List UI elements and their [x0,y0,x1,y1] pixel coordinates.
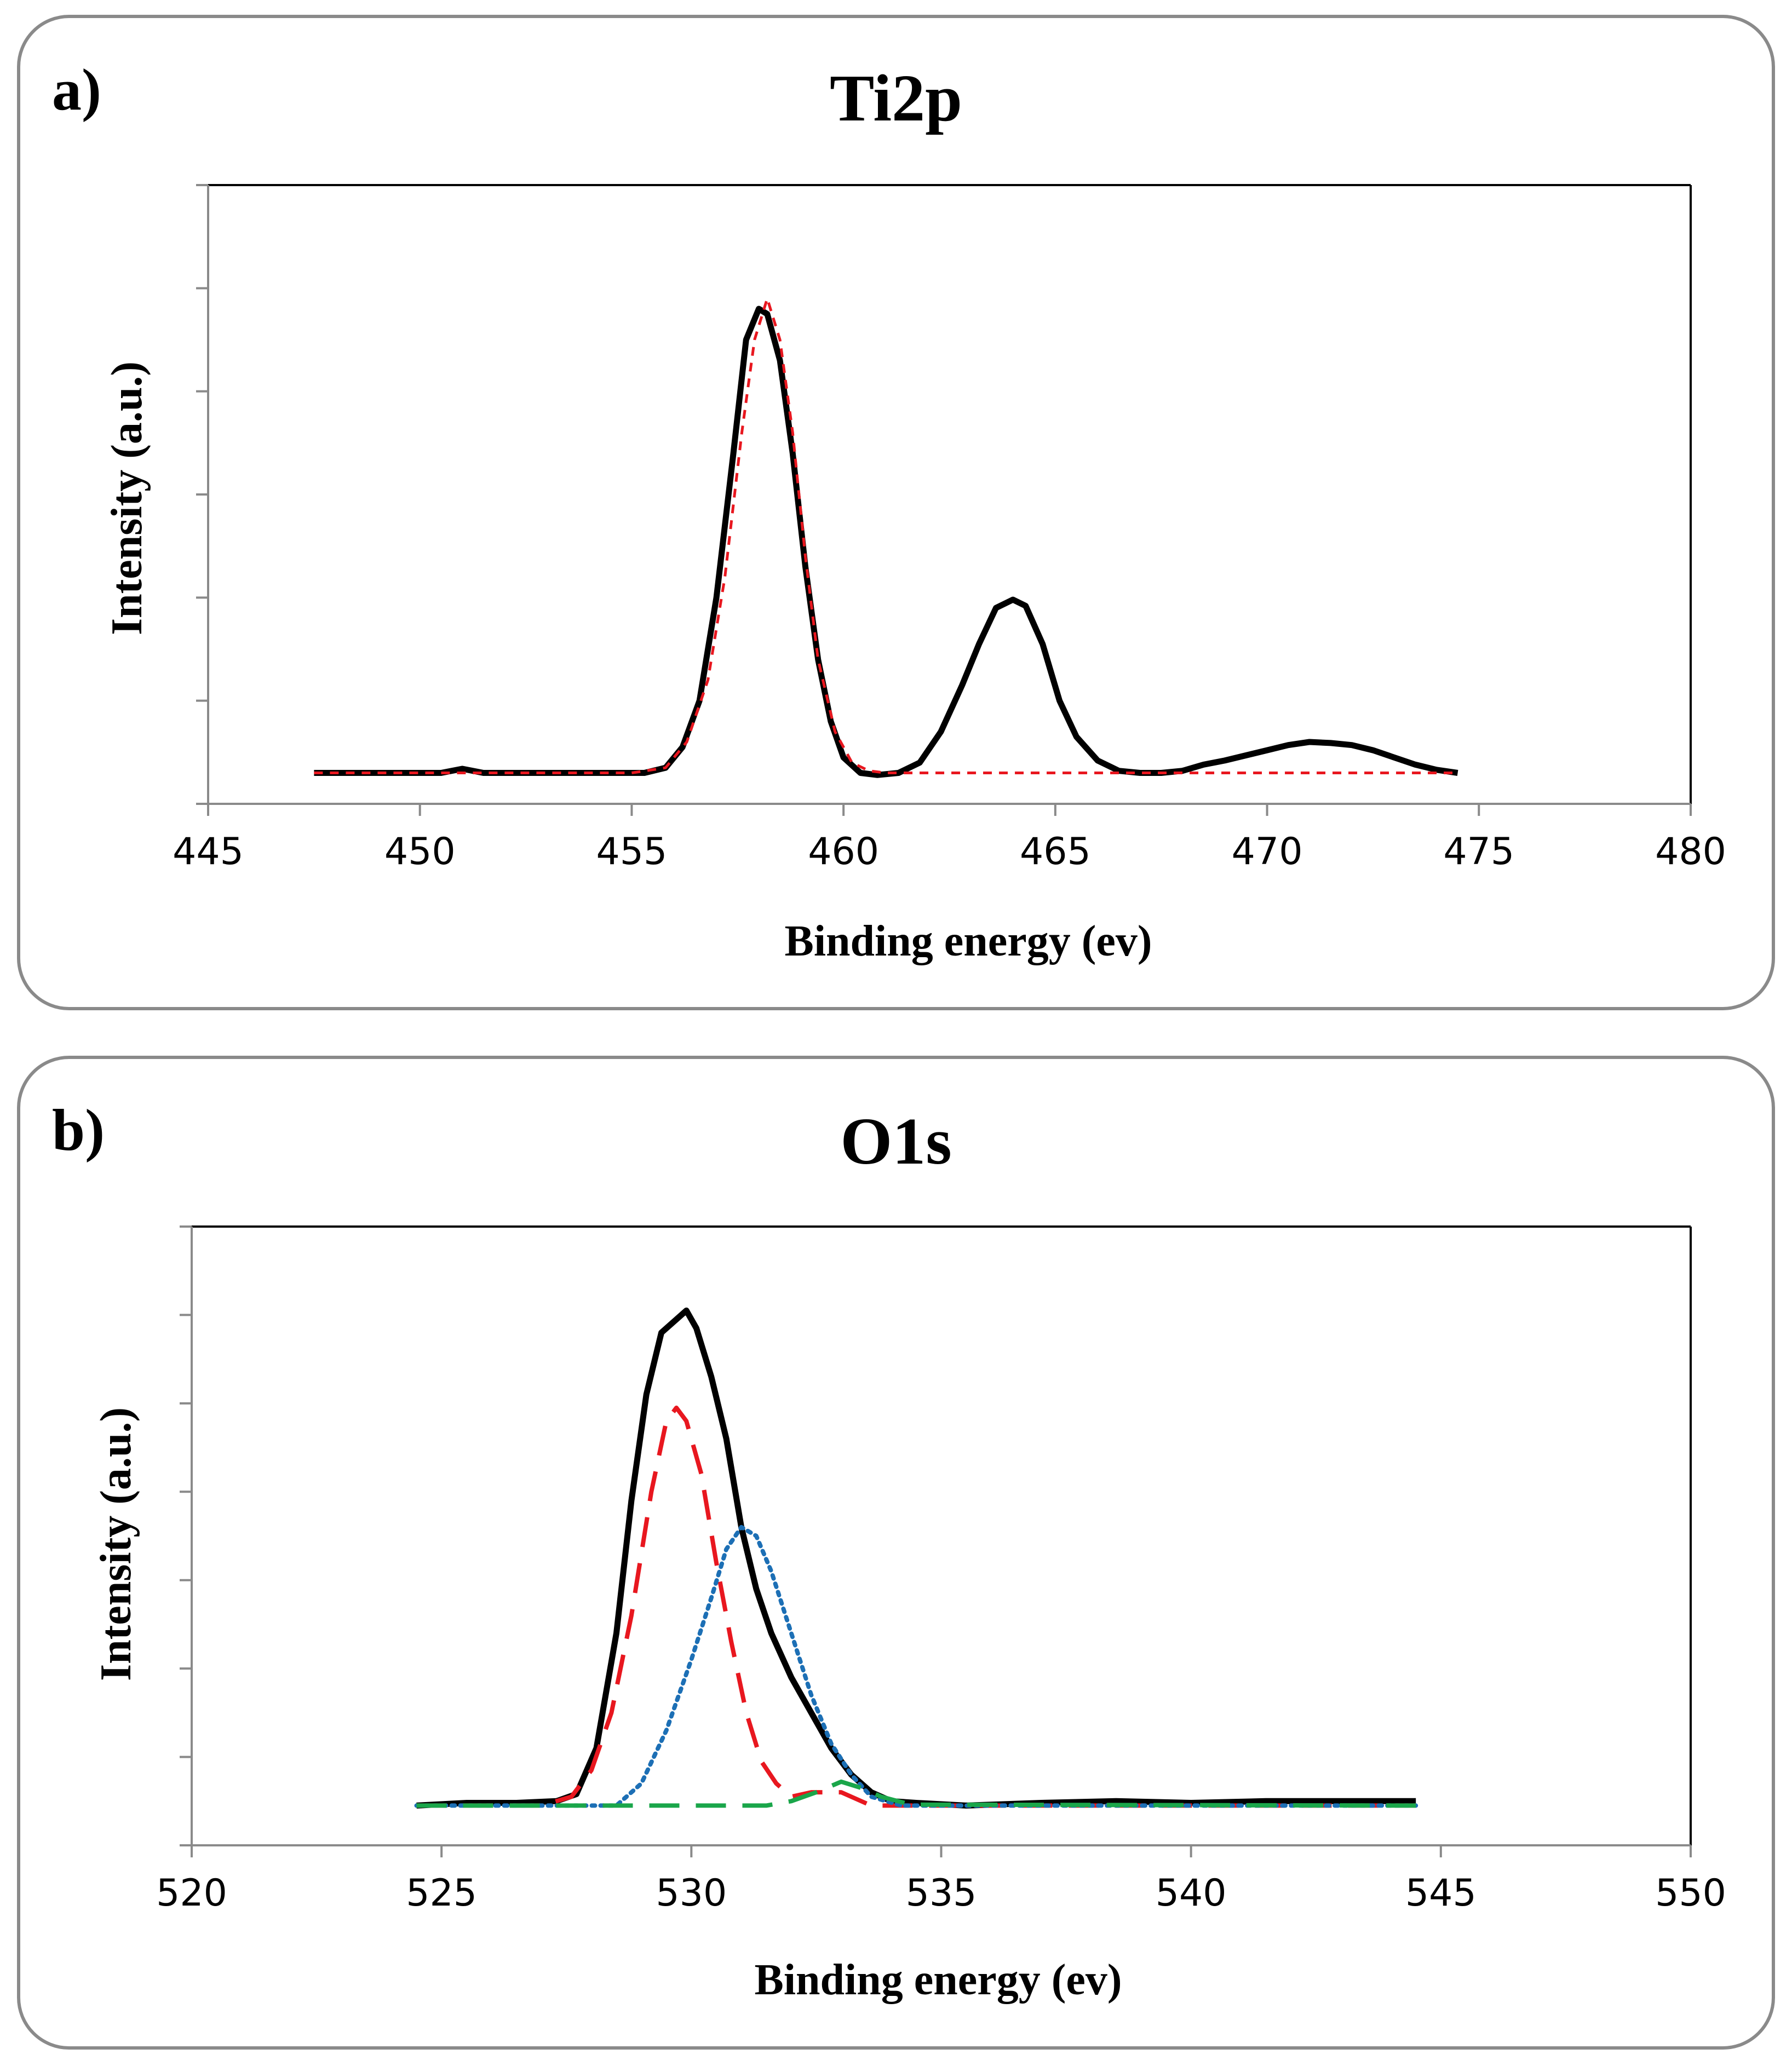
chart-title-ti2p: Ti2p [830,61,962,135]
x-tick-label: 460 [808,830,879,873]
panel-a [17,15,1775,1010]
series-line-o1s-0 [416,1307,1416,1809]
x-tick-label: 465 [1020,830,1091,873]
x-tick-label: 455 [596,830,668,873]
x-tick-label: 445 [173,830,244,873]
series-line-o1s-2 [414,1524,1418,1808]
series-line-o1s-1 [416,1405,1416,1808]
x-tick-label: 525 [406,1872,477,1915]
plot-o1s: 520 525 530 535 540 545 550 [156,1225,1726,1915]
x-tick-label: 530 [656,1872,727,1915]
x-tick-label: 475 [1443,830,1514,873]
chart-title-o1s: O1s [840,1104,951,1178]
x-tick-label: 545 [1405,1872,1477,1915]
panel-label-b: b) [52,1098,105,1163]
series-line-o1s-3 [416,1779,1416,1808]
panel-b [17,1056,1775,2050]
x-tick-label: 470 [1232,830,1303,873]
x-axis-title-o1s: Binding energy (ev) [754,1956,1122,2004]
x-tick-label: 450 [384,830,456,873]
series-line-ti2p-1 [314,297,1458,774]
x-tick-label: 550 [1655,1872,1726,1915]
y-axis-title-ti2p: Intensity (a.u.) [103,361,151,635]
y-axis-title-o1s: Intensity (a.u.) [92,1407,140,1681]
x-tick-label: 540 [1156,1872,1227,1915]
panel-label-a: a) [52,57,101,123]
x-tick-label: 480 [1655,830,1726,873]
x-tick-label: 520 [156,1872,227,1915]
series-line-ti2p-0 [314,306,1458,778]
x-axis-title-ti2p: Binding energy (ev) [784,917,1152,965]
plot-ti2p: 445 450 455 460 465 470 475 480 [173,184,1726,873]
x-tick-label: 535 [906,1872,977,1915]
